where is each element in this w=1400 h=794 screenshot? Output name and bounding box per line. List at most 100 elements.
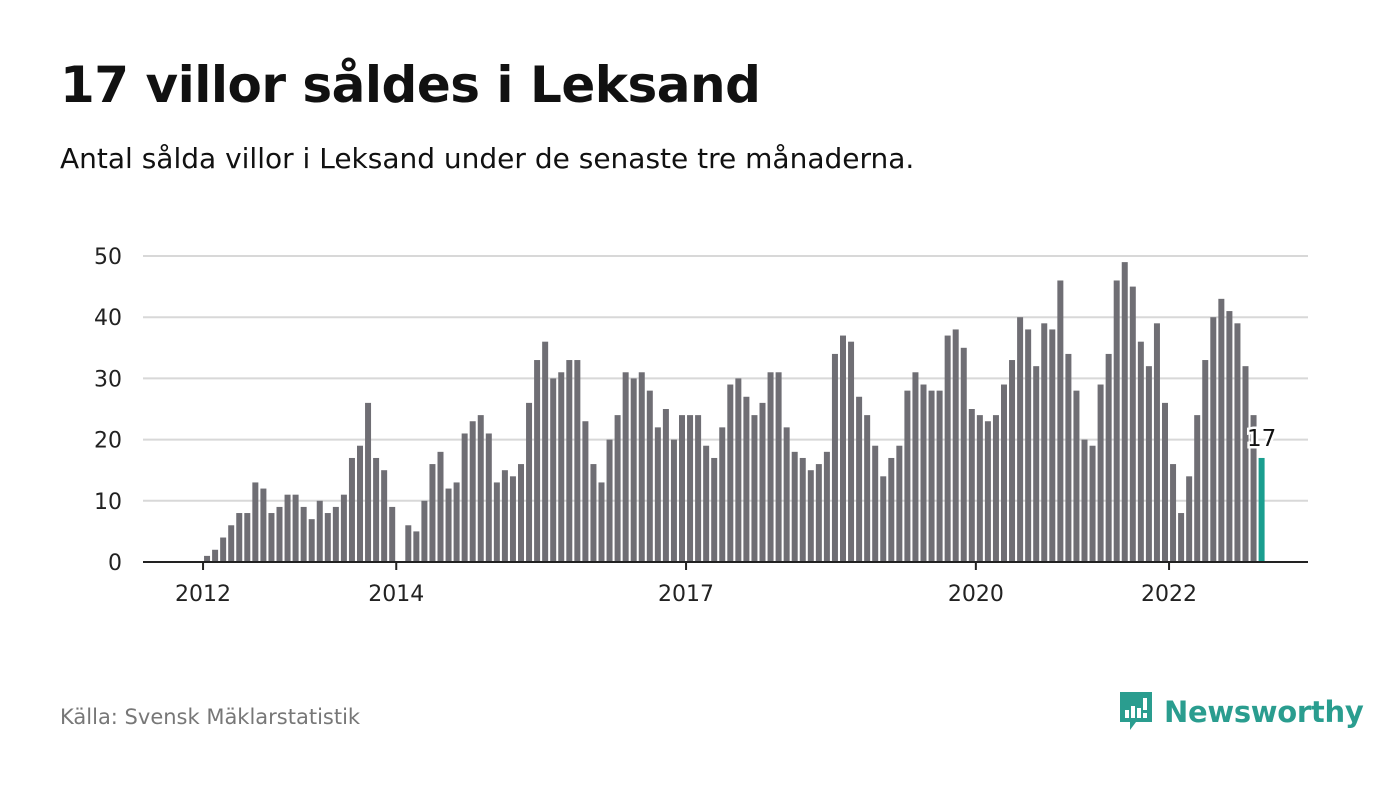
bar <box>212 549 219 562</box>
bar <box>1210 317 1217 562</box>
newsworthy-logo[interactable]: Newsworthy <box>1118 690 1364 734</box>
bar <box>1089 445 1096 562</box>
bar <box>775 372 782 562</box>
bar <box>767 372 774 562</box>
chart-subtitle: Antal sålda villor i Leksand under de se… <box>60 142 915 175</box>
bar <box>1057 280 1064 562</box>
bar <box>1105 353 1112 562</box>
bar <box>864 415 871 562</box>
bar <box>1001 384 1007 562</box>
bar <box>574 360 581 562</box>
bar <box>590 464 597 562</box>
bar <box>1234 323 1241 562</box>
chart-title: 17 villor såldes i Leksand <box>60 56 761 114</box>
bar <box>204 555 211 562</box>
bar <box>405 525 412 562</box>
bar <box>630 378 637 562</box>
bar <box>1073 390 1080 562</box>
bar <box>340 494 347 562</box>
bar <box>872 445 879 562</box>
x-tick-label: 2020 <box>948 582 1004 607</box>
bar <box>622 372 629 562</box>
bar <box>421 500 428 562</box>
y-tick-label: 50 <box>94 245 122 270</box>
bar <box>316 500 323 562</box>
bar <box>888 457 895 562</box>
x-tick-label: 2014 <box>368 582 424 607</box>
bar <box>1186 476 1193 562</box>
bar <box>485 433 492 562</box>
bar <box>1049 329 1056 562</box>
bar <box>912 372 919 562</box>
bar <box>759 402 766 562</box>
bar <box>1194 415 1201 562</box>
bar <box>1137 341 1144 562</box>
bar <box>558 372 565 562</box>
bar <box>300 506 307 562</box>
bar <box>550 378 557 562</box>
bar <box>526 402 533 562</box>
x-tick-label: 2012 <box>175 582 231 607</box>
bar <box>1121 262 1128 562</box>
bar <box>815 464 822 562</box>
bar <box>276 506 283 562</box>
bar <box>1009 360 1016 562</box>
bar <box>252 482 259 562</box>
bar <box>880 476 887 562</box>
bar <box>727 384 734 562</box>
x-tick-label: 2017 <box>658 582 714 607</box>
bar <box>944 335 951 562</box>
bar <box>582 421 589 562</box>
bar <box>1081 439 1088 562</box>
bar <box>566 360 573 562</box>
bar <box>719 427 726 562</box>
y-tick-label: 10 <box>94 490 122 515</box>
bar <box>695 415 702 562</box>
bar <box>1041 323 1048 562</box>
bar <box>461 433 468 562</box>
bar <box>848 341 855 562</box>
bar <box>711 457 718 562</box>
bar <box>799 457 806 562</box>
bar <box>646 390 653 562</box>
bar <box>1162 402 1168 562</box>
bar <box>1017 317 1024 562</box>
bar <box>348 457 355 562</box>
bar <box>904 390 911 562</box>
bar <box>735 378 742 562</box>
bar <box>324 513 331 562</box>
bar <box>389 506 396 562</box>
x-tick-label: 2022 <box>1141 582 1197 607</box>
highlight-data-label: 17 <box>1247 426 1276 452</box>
bar <box>268 513 275 562</box>
bar <box>1202 360 1209 562</box>
bar <box>469 421 476 562</box>
bar <box>662 409 669 562</box>
source-note: Källa: Svensk Mäklarstatistik <box>60 705 361 729</box>
bar <box>783 427 790 562</box>
bar <box>244 513 251 562</box>
bar <box>1250 415 1257 562</box>
bar <box>896 445 903 562</box>
bar <box>751 415 758 562</box>
bar <box>220 537 227 562</box>
bar <box>1113 280 1120 562</box>
y-tick-label: 20 <box>94 429 122 454</box>
bar <box>228 525 235 562</box>
bar <box>856 396 863 562</box>
bar <box>1033 366 1040 562</box>
bar <box>614 415 621 562</box>
bar <box>743 396 750 562</box>
bar <box>1025 329 1032 562</box>
bar <box>1178 513 1185 562</box>
bar <box>453 482 460 562</box>
bar <box>831 353 838 562</box>
bar <box>992 415 999 562</box>
brand-name: Newsworthy <box>1164 695 1364 729</box>
bar <box>1153 323 1160 562</box>
bar <box>381 470 388 562</box>
bar <box>1170 464 1177 562</box>
bar <box>1226 311 1233 562</box>
bar <box>1065 353 1072 562</box>
bar <box>791 451 798 562</box>
